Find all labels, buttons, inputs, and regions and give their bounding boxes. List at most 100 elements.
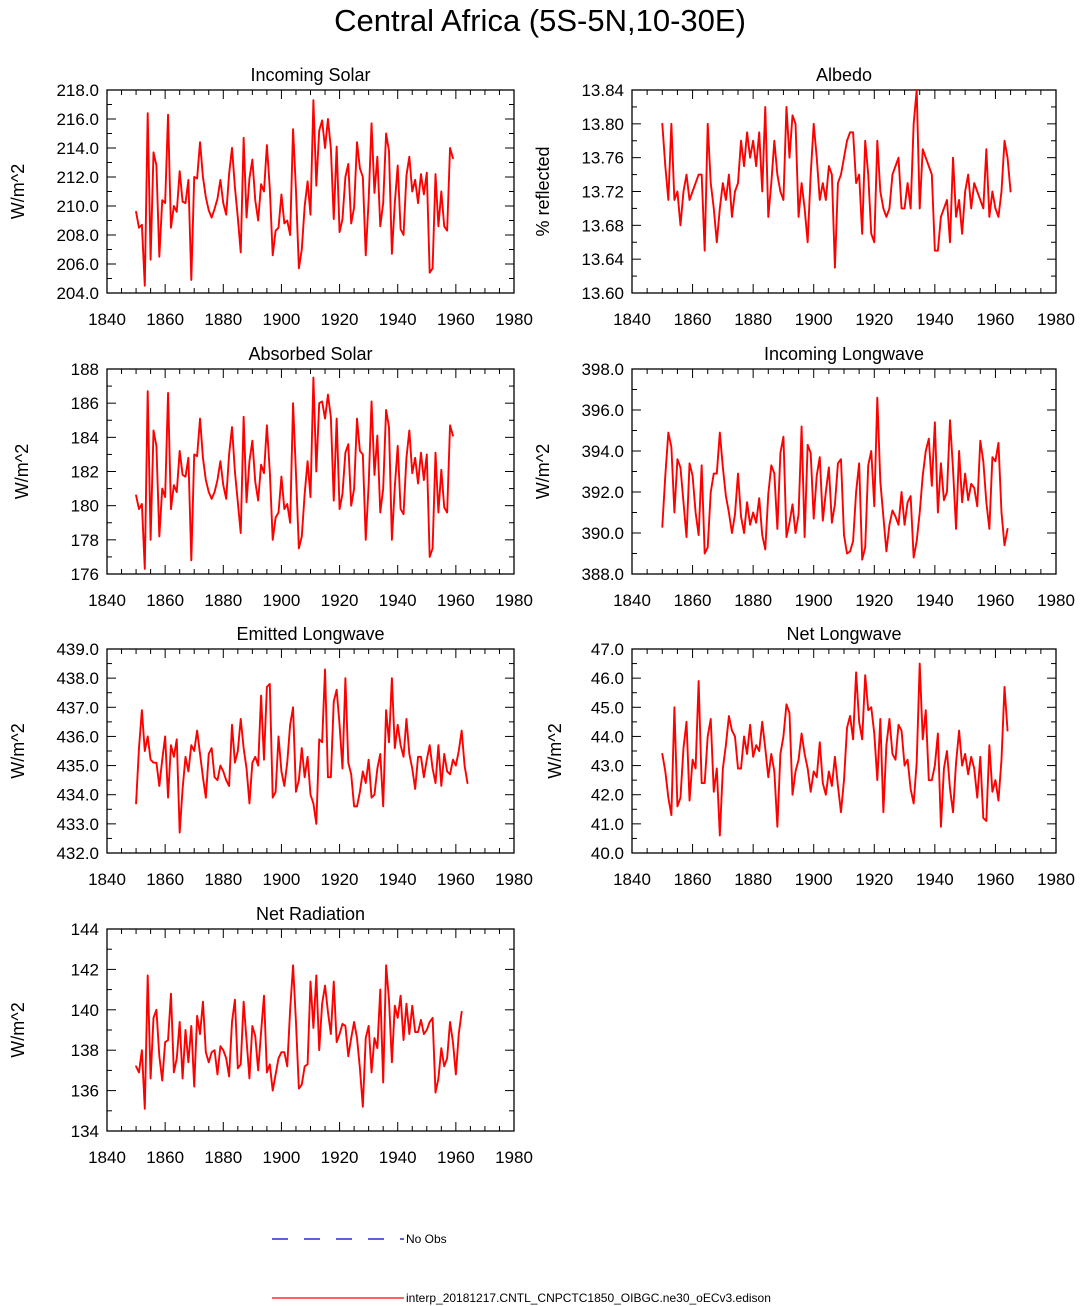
x-tick-label: 1900 — [795, 870, 833, 889]
panel-7: Net Radiation 1840 1860 1880 1900 1920 1940 196… — [8, 904, 533, 1167]
y-tick-label: 180 — [71, 497, 99, 516]
y-axis-label: % reflected — [533, 146, 553, 236]
y-tick-label: 396.0 — [581, 401, 624, 420]
y-tick-label: 13.84 — [581, 81, 624, 100]
panel-title: Incoming Longwave — [764, 344, 924, 364]
y-axis-label: W/m^2 — [12, 444, 32, 499]
x-tick-label: 1960 — [977, 870, 1015, 889]
y-tick-label: 40.0 — [591, 844, 624, 863]
x-tick-label: 1920 — [855, 870, 893, 889]
y-tick-label: 46.0 — [591, 669, 624, 688]
x-tick-label: 1940 — [379, 1148, 417, 1167]
y-tick-label: 45.0 — [591, 698, 624, 717]
plot-frame — [106, 648, 515, 854]
y-tick-label: 214.0 — [56, 139, 99, 158]
x-tick-label: 1960 — [437, 870, 475, 889]
panel-1: Incoming Solar 1840 1860 1880 1900 1920 1940 19… — [8, 65, 533, 329]
x-tick-label: 1880 — [734, 870, 772, 889]
y-tick-label: 398.0 — [581, 360, 624, 379]
y-axis-label: W/m^2 — [8, 1002, 28, 1057]
x-tick-label: 1840 — [88, 591, 126, 610]
x-tick-label: 1840 — [613, 870, 651, 889]
x-tick-label: 1960 — [977, 591, 1015, 610]
y-tick-label: 13.80 — [581, 115, 624, 134]
y-tick-label: 439.0 — [56, 640, 99, 659]
series-line-model — [135, 376, 454, 570]
panel-5: Emitted Longwave 1840 1860 1880 1900 1920 1940… — [8, 624, 533, 889]
y-tick-label: 13.76 — [581, 149, 624, 168]
x-tick-label: 1980 — [1037, 310, 1075, 329]
y-tick-label: 436.0 — [56, 727, 99, 746]
y-tick-label: 432.0 — [56, 844, 99, 863]
y-tick-label: 208.0 — [56, 226, 99, 245]
y-tick-label: 216.0 — [56, 110, 99, 129]
y-tick-label: 43.0 — [591, 757, 624, 776]
x-tick-label: 1940 — [379, 870, 417, 889]
y-tick-label: 13.60 — [581, 284, 624, 303]
y-axis-label: W/m^2 — [545, 723, 565, 778]
y-tick-label: 434.0 — [56, 786, 99, 805]
panel-title: Emitted Longwave — [236, 624, 384, 644]
y-tick-label: 13.72 — [581, 183, 624, 202]
x-tick-label: 1920 — [321, 591, 359, 610]
legend-obs-label: No Obs — [406, 1232, 447, 1246]
x-tick-label: 1840 — [88, 870, 126, 889]
series-line-model — [135, 668, 469, 834]
y-axis-label: W/m^2 — [533, 444, 553, 499]
panel-6: Net Longwave 1840 1860 1880 1900 1920 1940 1960… — [545, 624, 1075, 889]
x-tick-label: 1900 — [795, 591, 833, 610]
x-tick-label: 1840 — [88, 1148, 126, 1167]
y-tick-label: 178 — [71, 531, 99, 550]
series-line-model — [135, 964, 463, 1110]
y-tick-label: 47.0 — [591, 640, 624, 659]
x-tick-label: 1980 — [1037, 870, 1075, 889]
y-tick-label: 186 — [71, 394, 99, 413]
x-tick-label: 1880 — [204, 1148, 242, 1167]
y-tick-label: 44.0 — [591, 727, 624, 746]
y-tick-label: 437.0 — [56, 698, 99, 717]
y-tick-label: 204.0 — [56, 284, 99, 303]
y-tick-label: 41.0 — [591, 815, 624, 834]
y-tick-label: 176 — [71, 565, 99, 584]
x-tick-label: 1940 — [379, 310, 417, 329]
x-tick-label: 1860 — [146, 870, 184, 889]
x-tick-label: 1920 — [855, 310, 893, 329]
x-tick-label: 1980 — [495, 1148, 533, 1167]
y-tick-label: 390.0 — [581, 524, 624, 543]
y-tick-label: 144 — [71, 920, 99, 939]
x-tick-label: 1840 — [613, 310, 651, 329]
panel-3: Absorbed Solar 1840 1860 1880 1900 1920 1940 19… — [12, 344, 533, 610]
x-tick-label: 1900 — [263, 591, 301, 610]
legend-model-label: interp_20181217.CNTL_CNPCTC1850_OIBGC.ne… — [406, 1291, 771, 1305]
y-tick-label: 13.68 — [581, 216, 624, 235]
legend: No Obs interp_20181217.CNTL_CNPCTC1850_O… — [272, 1232, 771, 1305]
x-tick-label: 1860 — [146, 310, 184, 329]
y-tick-label: 206.0 — [56, 255, 99, 274]
panels: Incoming Solar 1840 1860 1880 1900 1920 1940 19… — [8, 65, 1075, 1167]
x-tick-label: 1920 — [321, 1148, 359, 1167]
x-tick-label: 1980 — [1037, 591, 1075, 610]
x-tick-label: 1920 — [855, 591, 893, 610]
y-tick-label: 438.0 — [56, 669, 99, 688]
y-tick-label: 184 — [71, 428, 99, 447]
x-tick-label: 1900 — [263, 310, 301, 329]
y-tick-label: 182 — [71, 463, 99, 482]
y-tick-label: 433.0 — [56, 815, 99, 834]
x-tick-label: 1860 — [146, 591, 184, 610]
y-tick-label: 218.0 — [56, 81, 99, 100]
x-tick-label: 1880 — [734, 591, 772, 610]
x-tick-label: 1980 — [495, 591, 533, 610]
series-line-model — [661, 662, 1009, 837]
x-tick-label: 1900 — [263, 870, 301, 889]
x-tick-label: 1940 — [916, 870, 954, 889]
panel-title: Net Longwave — [786, 624, 901, 644]
panel-4: Incoming Longwave 1840 1860 1880 1900 1920 194… — [533, 344, 1075, 610]
x-tick-label: 1860 — [146, 1148, 184, 1167]
panel-title: Albedo — [816, 65, 872, 85]
x-tick-label: 1940 — [916, 591, 954, 610]
y-tick-label: 188 — [71, 360, 99, 379]
x-tick-label: 1900 — [263, 1148, 301, 1167]
x-tick-label: 1940 — [379, 591, 417, 610]
x-tick-label: 1960 — [437, 591, 475, 610]
